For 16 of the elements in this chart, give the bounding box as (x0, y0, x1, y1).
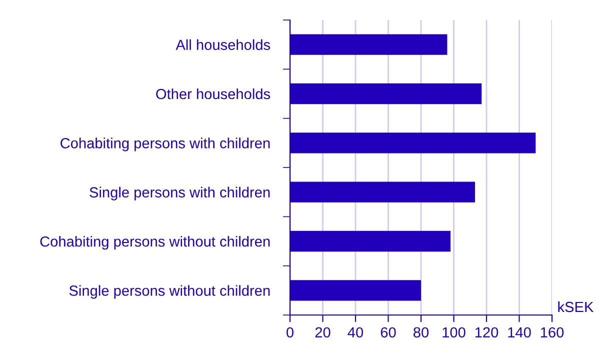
x-axis-title: kSEK (558, 301, 594, 312)
y-tick-label: Single persons with children (90, 186, 270, 200)
x-tick-label: 20 (315, 327, 330, 338)
y-tick-label: All households (176, 39, 270, 50)
y-tick-label: Cohabiting persons with children (60, 138, 270, 152)
x-tick-label: 60 (380, 327, 396, 338)
y-tick-label: Other households (156, 88, 270, 100)
x-tick-label: 100 (442, 327, 466, 338)
x-tick-label: 40 (348, 327, 364, 338)
x-tick-label: 0 (286, 327, 294, 338)
x-tick-label: 160 (540, 327, 564, 338)
x-tick-label: 80 (414, 327, 429, 338)
y-tick-label: Cohabiting persons without children (40, 236, 270, 250)
y-tick-label: Single persons without children (69, 285, 270, 299)
x-tick-label: 140 (508, 327, 531, 338)
x-tick-label: 120 (475, 327, 498, 338)
